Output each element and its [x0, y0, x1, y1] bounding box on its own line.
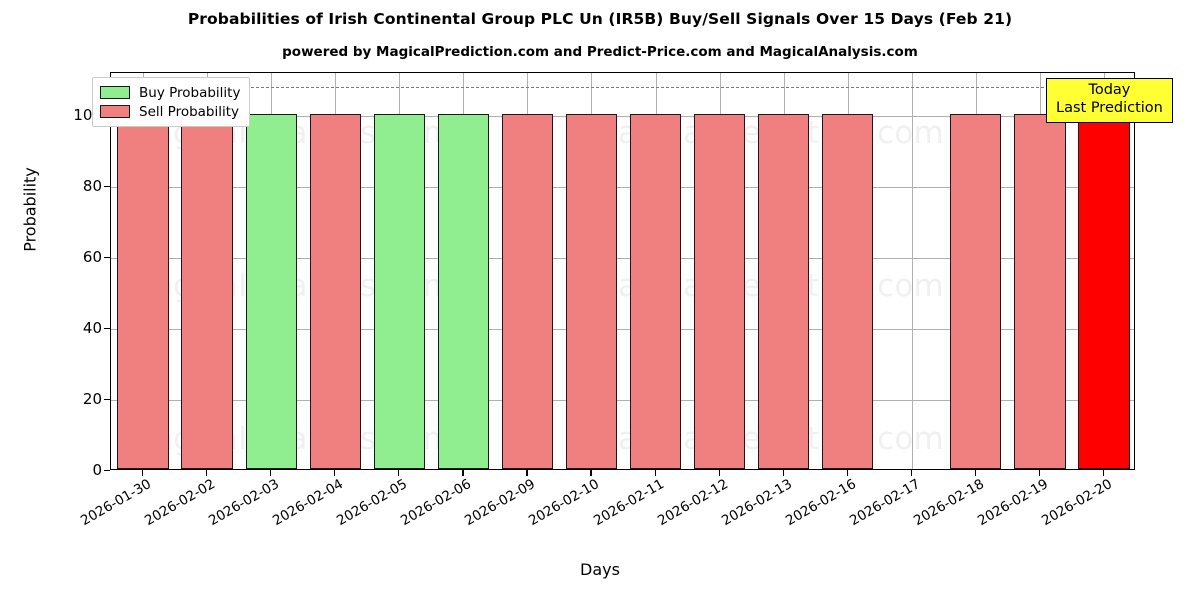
y-axis-tick-mark	[103, 327, 110, 330]
y-axis-tick-label: 40	[82, 318, 102, 337]
bar-buy[interactable]	[437, 113, 489, 469]
y-axis-tick-mark	[103, 470, 110, 472]
bar-buy[interactable]	[373, 113, 425, 469]
bar-sell[interactable]	[950, 113, 1002, 469]
gridline-horizontal	[111, 115, 1134, 117]
x-axis-tick-mark	[590, 470, 592, 476]
x-axis-tick-mark	[654, 470, 656, 476]
today-annotation: Today Last Prediction	[1046, 78, 1173, 124]
legend-label-buy: Buy Probability	[139, 84, 241, 101]
y-axis-tick-mark	[103, 256, 110, 258]
x-axis-label: Days	[580, 560, 620, 579]
bar-sell[interactable]	[629, 113, 682, 469]
x-axis-tick-mark	[206, 470, 208, 476]
legend-swatch-sell-icon	[100, 105, 130, 118]
bar-today[interactable]	[1078, 113, 1130, 469]
bar-sell[interactable]	[822, 113, 874, 469]
y-axis-tick-labels: 0 20 40 60 80 100	[0, 72, 110, 479]
today-threshold-dashed-line	[111, 87, 1134, 89]
gridline-vertical	[911, 73, 913, 469]
today-annotation-line2: Last Prediction	[1056, 99, 1163, 116]
y-axis-tick-label: 20	[82, 389, 102, 408]
today-annotation-line1: Today	[1088, 82, 1131, 98]
legend-label-sell: Sell Probability	[139, 103, 240, 120]
gridline-horizontal	[111, 399, 1134, 401]
chart-subtitle: powered by MagicalPrediction.com and Pre…	[282, 44, 918, 60]
bar-sell[interactable]	[758, 113, 810, 469]
chart-legend: Buy Probability Sell Probability	[92, 77, 251, 127]
x-axis-tick-mark	[974, 470, 977, 476]
legend-swatch-buy-icon	[100, 86, 130, 99]
x-axis-tick-mark	[526, 470, 528, 476]
x-axis-tick-mark	[1102, 470, 1105, 476]
bar-buy[interactable]	[245, 113, 297, 469]
x-axis-tick-mark	[270, 470, 272, 476]
y-axis-tick-label: 60	[82, 247, 102, 266]
y-axis-tick-mark	[103, 185, 110, 187]
bar-sell[interactable]	[309, 113, 361, 469]
bar-sell[interactable]	[693, 113, 746, 469]
x-axis-tick-mark	[846, 470, 848, 476]
x-axis-tick-labels: 2026-01-30 2026-02-02 2026-02-03 2026-02-04…	[78, 470, 1135, 560]
x-axis-tick-mark	[782, 470, 784, 476]
gridline-horizontal	[111, 186, 1134, 188]
bar-sell[interactable]	[501, 113, 554, 469]
x-axis-tick-mark	[334, 470, 336, 476]
legend-item-sell[interactable]: Sell Probability	[100, 102, 240, 121]
y-axis-tick-mark	[103, 398, 110, 401]
bar-sell[interactable]	[181, 113, 233, 469]
x-axis-tick-mark	[1038, 470, 1041, 476]
chart-title: Probabilities of Irish Continental Group…	[187, 10, 1013, 28]
x-axis-tick-mark	[718, 470, 720, 476]
y-axis-tick-label: 80	[82, 176, 102, 195]
y-axis-tick-label: 100	[73, 105, 102, 124]
bar-sell[interactable]	[565, 113, 618, 469]
x-axis-tick-mark	[462, 470, 464, 476]
gridline-horizontal	[111, 328, 1134, 330]
bar-sell[interactable]	[117, 113, 169, 469]
legend-item-buy[interactable]: Buy Probability	[100, 83, 240, 102]
x-axis-tick-mark	[142, 470, 144, 476]
x-axis-tick-mark	[910, 470, 912, 476]
plot-area: MagicalAnalysis.comMagicalPrediction.com…	[110, 72, 1135, 470]
gridline-horizontal	[111, 257, 1134, 259]
y-axis-tick-label: 0	[92, 461, 102, 479]
bar-sell[interactable]	[1014, 113, 1066, 469]
x-axis-tick-mark	[398, 470, 400, 476]
